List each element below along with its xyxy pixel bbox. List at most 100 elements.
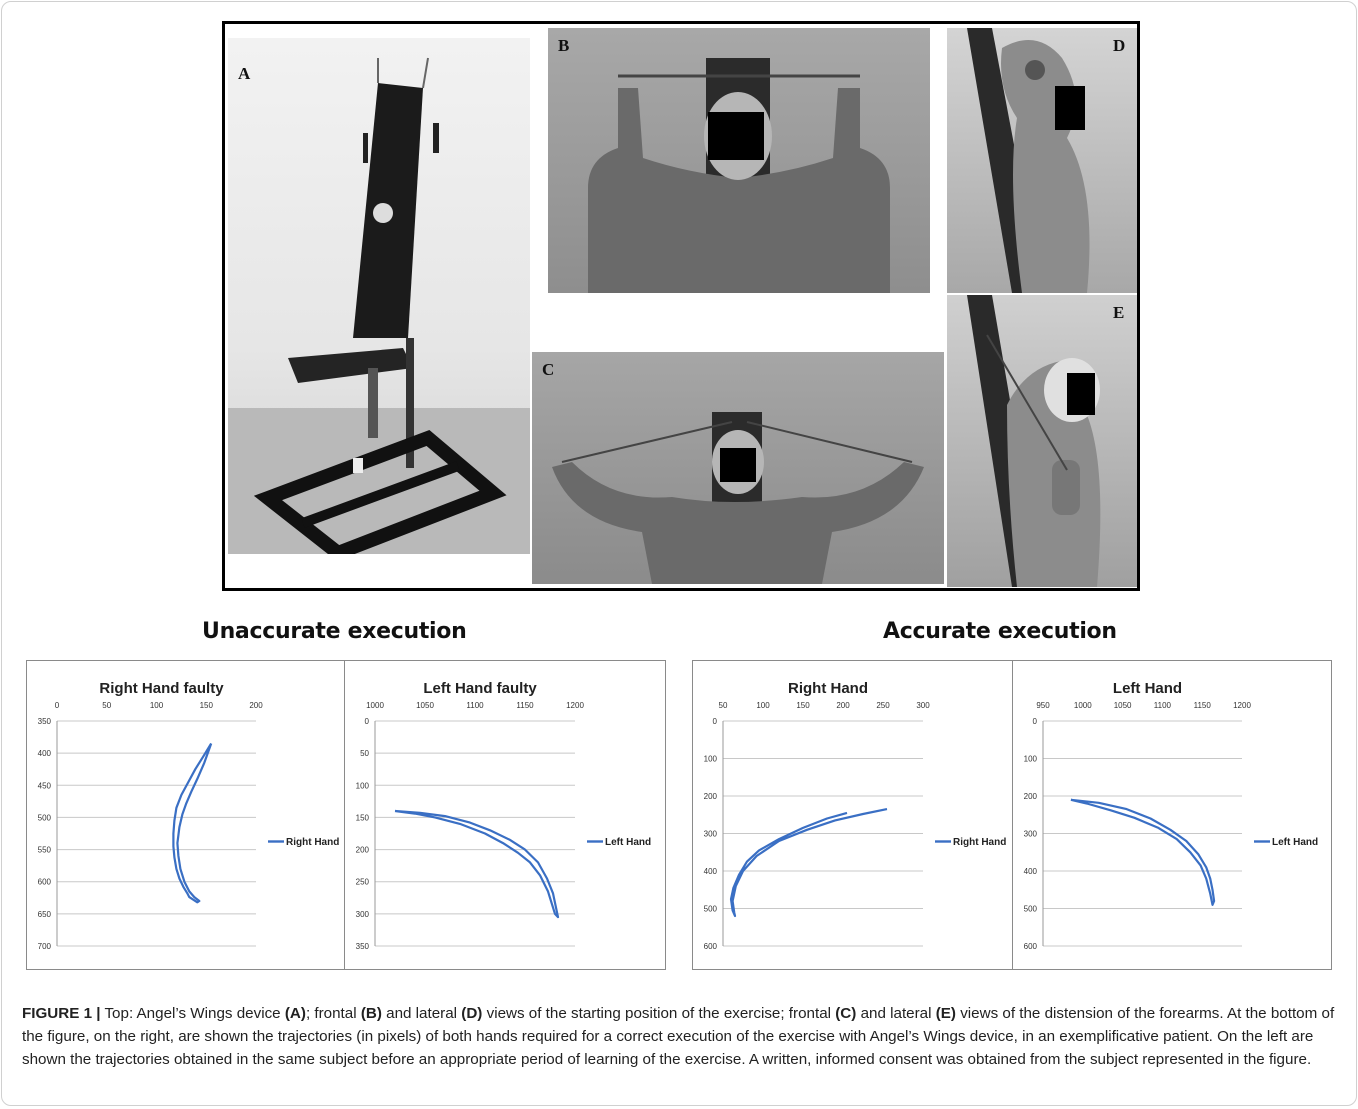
y-tick-label: 200 bbox=[1024, 792, 1038, 801]
x-tick-label: 250 bbox=[876, 701, 890, 710]
y-tick-label: 650 bbox=[38, 910, 52, 919]
series-line bbox=[394, 809, 560, 919]
x-tick-label: 950 bbox=[1036, 701, 1050, 710]
caption-ref-b: (B) bbox=[360, 1005, 382, 1022]
chart-left-hand: Left Hand 0 100 200 300 400 500 600 950 1000 1050 1… bbox=[1024, 680, 1318, 951]
y-tick-label: 600 bbox=[704, 942, 718, 951]
panel-label-d: D bbox=[1113, 36, 1126, 55]
y-tick-label: 500 bbox=[704, 905, 718, 914]
x-tick-label: 1100 bbox=[1154, 701, 1172, 710]
face-redaction-c bbox=[720, 448, 756, 482]
panel-label-b: B bbox=[558, 36, 570, 55]
caption-text: and lateral bbox=[856, 1005, 936, 1022]
caption-ref-a: (A) bbox=[284, 1005, 306, 1022]
x-tick-label: 1000 bbox=[1074, 701, 1092, 710]
y-tick-label: 400 bbox=[1024, 867, 1038, 876]
caption-text: views of the starting position of the ex… bbox=[482, 1005, 836, 1022]
panel-label-c: C bbox=[542, 360, 555, 379]
chart-right-hand: Right Hand 0 100 200 300 400 500 600 50 100 150 200… bbox=[704, 680, 1007, 951]
x-tick-label: 100 bbox=[756, 701, 770, 710]
y-tick-label: 0 bbox=[365, 717, 370, 726]
x-tick-label: 1050 bbox=[416, 701, 434, 710]
y-tick-label: 350 bbox=[356, 942, 370, 951]
x-tick-label: 1150 bbox=[516, 701, 534, 710]
y-tick-label: 700 bbox=[38, 942, 52, 951]
y-tick-label: 100 bbox=[704, 755, 718, 764]
photo-frontal-start: B bbox=[548, 28, 930, 293]
caption-text: views of the distension of the forearms.… bbox=[22, 1005, 1335, 1068]
x-tick-label: 100 bbox=[150, 701, 164, 710]
caption-text: ; frontal bbox=[305, 1005, 361, 1022]
subject-frontal-arms-up-illustration bbox=[588, 58, 890, 293]
caption-text: Top: Angel’s Wings device bbox=[100, 1005, 285, 1022]
angels-wings-device-illustration bbox=[228, 57, 530, 554]
caption-text: and lateral bbox=[381, 1005, 462, 1022]
y-tick-label: 200 bbox=[356, 846, 370, 855]
y-tick-label: 0 bbox=[713, 717, 718, 726]
accurate-execution-title: Accurate execution bbox=[883, 619, 1117, 644]
y-tick-label: 0 bbox=[1033, 717, 1038, 726]
photo-lateral-distension: E bbox=[947, 295, 1137, 587]
x-tick-label: 1150 bbox=[1194, 701, 1212, 710]
y-tick-label: 350 bbox=[38, 717, 52, 726]
x-tick-label: 50 bbox=[719, 701, 728, 710]
y-tick-label: 300 bbox=[1024, 830, 1038, 839]
accurate-charts-panel: Right Hand 0 100 200 300 400 500 600 50 100 150 200… bbox=[692, 660, 1332, 970]
unaccurate-execution-title: Unaccurate execution bbox=[202, 619, 467, 644]
legend-label: Right Hand bbox=[286, 837, 339, 848]
series-line bbox=[1070, 798, 1216, 906]
y-tick-label: 50 bbox=[360, 749, 369, 758]
x-tick-label: 150 bbox=[796, 701, 810, 710]
face-redaction-e bbox=[1067, 373, 1095, 415]
x-tick-label: 1000 bbox=[366, 701, 384, 710]
x-tick-label: 1200 bbox=[566, 701, 584, 710]
y-tick-label: 400 bbox=[38, 749, 52, 758]
photo-device: A bbox=[228, 38, 530, 554]
caption-ref-d: (D) bbox=[461, 1005, 483, 1022]
subject-lateral-arms-spread-illustration bbox=[967, 295, 1101, 587]
series-line bbox=[172, 742, 213, 904]
x-tick-label: 200 bbox=[836, 701, 850, 710]
x-tick-label: 200 bbox=[249, 701, 263, 710]
photo-frontal-distension: C bbox=[532, 352, 944, 584]
panel-label-a: A bbox=[238, 64, 251, 83]
chart-title: Right Hand bbox=[788, 680, 868, 697]
x-tick-label: 1100 bbox=[466, 701, 484, 710]
y-tick-label: 400 bbox=[704, 867, 718, 876]
y-tick-label: 500 bbox=[1024, 905, 1038, 914]
y-tick-label: 100 bbox=[356, 781, 370, 790]
chart-title: Right Hand faulty bbox=[99, 680, 224, 697]
chart-divider bbox=[344, 661, 345, 969]
photo-lateral-start: D bbox=[947, 28, 1137, 293]
y-tick-label: 500 bbox=[38, 813, 52, 822]
subject-lateral-arms-up-illustration bbox=[967, 28, 1090, 293]
x-tick-label: 150 bbox=[200, 701, 214, 710]
chart-title: Left Hand bbox=[1113, 680, 1182, 697]
legend-label: Right Hand bbox=[953, 837, 1006, 848]
y-tick-label: 300 bbox=[704, 830, 718, 839]
caption-ref-c: (C) bbox=[835, 1005, 857, 1022]
photo-collage: A B bbox=[222, 21, 1140, 591]
chart-right-hand-faulty: Right Hand faulty35040045050055060065070… bbox=[38, 680, 340, 951]
face-redaction-d bbox=[1055, 86, 1085, 130]
y-tick-label: 550 bbox=[38, 846, 52, 855]
series-line bbox=[729, 808, 888, 918]
y-tick-label: 450 bbox=[38, 781, 52, 790]
figure-caption: FIGURE 1 | Top: Angel’s Wings device (A)… bbox=[22, 1002, 1340, 1071]
legend-label: Left Hand bbox=[605, 837, 651, 848]
y-tick-label: 600 bbox=[38, 878, 52, 887]
legend-label: Left Hand bbox=[1272, 837, 1318, 848]
chart-title: Left Hand faulty bbox=[423, 680, 537, 697]
y-tick-label: 600 bbox=[1024, 942, 1038, 951]
caption-label: FIGURE 1 | bbox=[22, 1005, 101, 1022]
x-tick-label: 1050 bbox=[1114, 701, 1132, 710]
x-tick-label: 50 bbox=[102, 701, 111, 710]
y-tick-label: 250 bbox=[356, 878, 370, 887]
x-tick-label: 0 bbox=[55, 701, 60, 710]
y-tick-label: 300 bbox=[356, 910, 370, 919]
chart-divider bbox=[1012, 661, 1013, 969]
x-tick-label: 300 bbox=[916, 701, 930, 710]
y-tick-label: 100 bbox=[1024, 755, 1038, 764]
y-tick-label: 200 bbox=[704, 792, 718, 801]
face-redaction-b bbox=[708, 112, 764, 160]
